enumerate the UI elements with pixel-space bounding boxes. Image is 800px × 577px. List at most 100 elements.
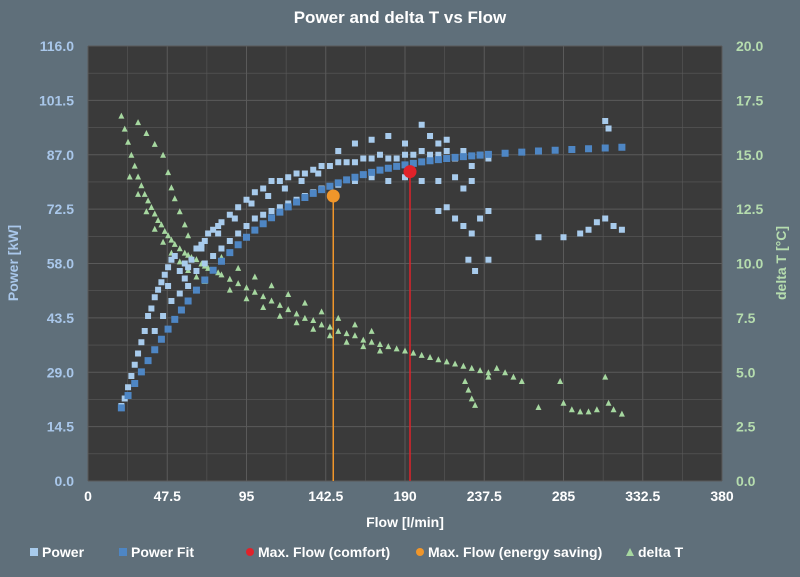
power-point: [460, 223, 467, 229]
delta-t-point: [158, 221, 165, 228]
y-tick-label-right: 15.0: [736, 147, 763, 163]
power-point: [243, 223, 250, 229]
delta-t-point: [160, 151, 167, 158]
power-point: [301, 170, 308, 177]
power-point: [468, 230, 475, 237]
power-point: [577, 230, 584, 237]
delta-t-point: [427, 354, 434, 361]
delta-t-point: [243, 284, 250, 291]
power-fit-point: [301, 194, 309, 201]
delta-t-point: [593, 406, 600, 413]
power-point: [298, 178, 305, 184]
power-point: [343, 159, 350, 166]
power-point: [201, 260, 208, 267]
delta-t-point: [268, 297, 275, 304]
delta-t-point: [138, 182, 145, 189]
delta-t-point: [493, 364, 500, 371]
delta-t-point: [185, 251, 192, 258]
power-fit-point: [585, 145, 593, 153]
power-point: [585, 226, 592, 233]
power-point: [602, 118, 609, 124]
legend-item: Max. Flow (comfort): [246, 544, 390, 560]
power-fit-point: [209, 266, 217, 274]
delta-t-point: [135, 119, 142, 126]
delta-t-point: [468, 364, 475, 371]
power-point: [335, 159, 342, 166]
power-point: [210, 226, 217, 233]
y-tick-label-left: 72.5: [47, 201, 74, 217]
delta-t-point: [443, 358, 450, 365]
delta-t-point: [462, 377, 469, 384]
power-point: [165, 264, 172, 271]
power-point: [376, 151, 383, 158]
power-point: [602, 215, 609, 222]
power-point: [427, 133, 434, 139]
power-point: [128, 373, 135, 379]
power-point: [393, 155, 400, 162]
y-tick-label-left: 14.5: [47, 419, 74, 435]
power-point: [485, 256, 492, 263]
power-fit-point: [551, 146, 559, 154]
delta-t-point: [468, 395, 475, 402]
delta-t-point: [125, 138, 132, 145]
power-point: [151, 294, 158, 301]
power-fit-point: [177, 306, 185, 314]
power-fit-point: [384, 164, 392, 172]
max-flow-lines: [332, 171, 411, 481]
power-point: [418, 178, 425, 184]
legend-label: Power: [42, 544, 85, 560]
power-point: [181, 260, 188, 267]
delta-t-point: [141, 190, 148, 197]
delta-t-point: [343, 330, 350, 337]
power-fit-point: [534, 147, 542, 155]
delta-t-point: [376, 347, 383, 354]
delta-t-point: [618, 410, 625, 417]
delta-t-point: [155, 217, 162, 223]
power-point: [171, 253, 178, 259]
max-flow-point: [326, 189, 340, 203]
power-point: [193, 268, 200, 274]
power-point: [176, 268, 183, 274]
power-point: [168, 256, 175, 263]
delta-t-point: [385, 343, 392, 350]
y-tick-label-right: 20.0: [736, 38, 763, 54]
power-point: [138, 339, 145, 346]
delta-t-point: [168, 236, 175, 243]
delta-t-point: [368, 327, 375, 334]
power-point: [281, 185, 288, 192]
legend-marker: [416, 548, 424, 556]
x-tick-label: 0: [84, 488, 92, 504]
legend-marker: [246, 548, 254, 556]
power-fit-point: [259, 220, 267, 228]
delta-t-point: [393, 345, 400, 352]
delta-t-point: [226, 275, 233, 282]
delta-t-point: [143, 208, 150, 215]
power-fit-point: [201, 276, 209, 284]
delta-t-point: [568, 406, 575, 413]
power-point: [452, 215, 459, 222]
power-point: [226, 238, 233, 244]
y-tick-label-right: 5.0: [736, 364, 756, 380]
delta-t-point: [251, 273, 258, 280]
power-point: [251, 189, 258, 196]
power-point: [285, 174, 292, 181]
delta-t-point: [151, 140, 158, 147]
power-fit-point: [484, 150, 492, 158]
max-flow-point: [403, 165, 417, 179]
delta-t-point: [310, 325, 317, 332]
delta-t-point: [368, 338, 375, 345]
delta-t-point: [145, 197, 152, 204]
delta-t-point: [360, 343, 367, 350]
power-fit-point: [451, 153, 459, 161]
power-point: [235, 204, 242, 211]
power-point: [593, 219, 600, 226]
power-point: [260, 185, 267, 192]
power-point: [135, 350, 142, 357]
delta-t-point: [235, 264, 242, 271]
delta-t-point: [118, 112, 125, 119]
power-point: [410, 151, 417, 158]
power-point: [165, 283, 172, 289]
delta-t-point: [301, 314, 308, 321]
power-fit-point: [443, 155, 451, 162]
